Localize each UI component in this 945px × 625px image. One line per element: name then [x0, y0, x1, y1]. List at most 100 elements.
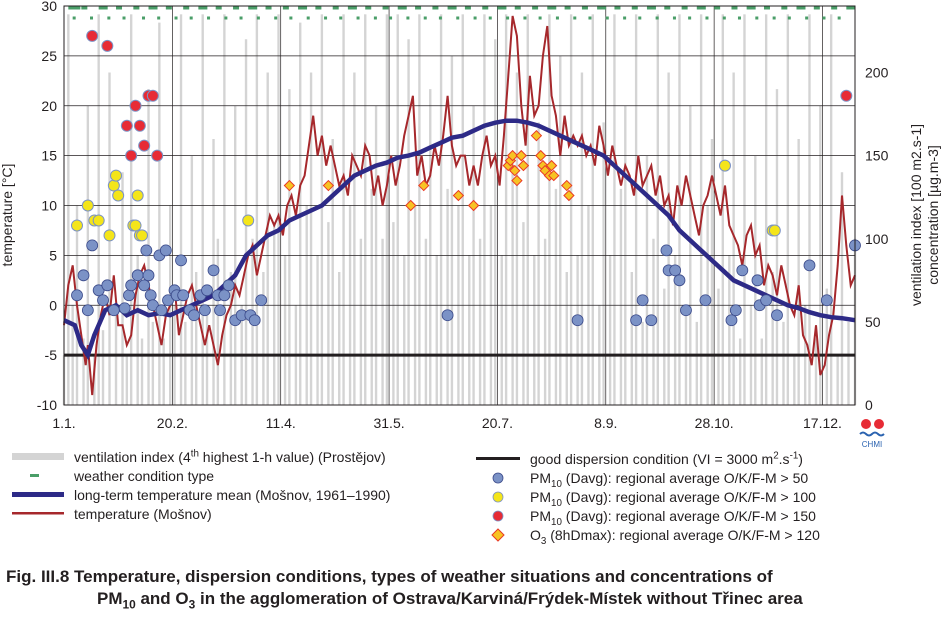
- ventilation-index-bar: [814, 338, 818, 405]
- weather-condition-tick: [298, 6, 308, 10]
- legend-marker-pm10-50: [492, 472, 504, 484]
- pm10-100-point: [112, 189, 125, 202]
- ventilation-index-bar: [721, 14, 724, 405]
- y-left-tick-label: -5: [45, 347, 58, 363]
- weather-condition-tick: [207, 16, 211, 20]
- ventilation-index-bar: [229, 272, 233, 405]
- pm10-150-point: [133, 119, 146, 132]
- ventilation-index-bar: [554, 188, 558, 405]
- ventilation-index-bar: [162, 338, 165, 405]
- pm10-150-point: [138, 139, 151, 152]
- weather-condition-tick: [122, 16, 126, 20]
- chmi-logo: CHMI: [859, 419, 885, 449]
- weather-condition-tick: [605, 16, 609, 20]
- legend-item-pm10-150: PM10 (Davg): regional average O/K/F-M > …: [476, 506, 916, 527]
- ventilation-index-bar: [771, 272, 774, 405]
- o3-120-point: [515, 149, 527, 162]
- pm10-100-point: [92, 214, 105, 227]
- ventilation-index-bar: [273, 222, 276, 405]
- o3-120-point: [509, 164, 521, 177]
- weather-condition-tick: [224, 16, 228, 20]
- ventilation-index-bar: [576, 255, 579, 405]
- y-right-tick-label: 150: [865, 148, 889, 164]
- pm10-50-point: [736, 264, 749, 277]
- pm10-50-point: [441, 309, 454, 322]
- x-tick-label: 8.9.: [594, 415, 617, 431]
- ventilation-index-bar: [309, 72, 313, 405]
- weather-condition-tick: [705, 16, 709, 20]
- ventilation-index-bar: [140, 338, 144, 405]
- o3-120-point: [563, 189, 575, 202]
- ventilation-index-bar: [364, 14, 367, 405]
- ventilation-index-bar: [370, 188, 373, 405]
- x-tick-label: 11.4.: [266, 415, 296, 431]
- legend-item-temperature-mean: long-term temperature mean (Mošnov, 1961…: [12, 485, 472, 504]
- pm10-50-point: [138, 279, 151, 292]
- pm10-50-point: [201, 284, 213, 297]
- o3-120-point: [530, 129, 543, 142]
- weather-condition-tick: [664, 6, 671, 10]
- weather-condition-ticks: [68, 6, 856, 20]
- ventilation-index-bar: [151, 321, 155, 405]
- ventilation-index-bar: [641, 321, 644, 405]
- ventilation-index-bar: [608, 255, 612, 405]
- ventilation-index-bar: [392, 222, 395, 405]
- o3-120-point: [548, 169, 560, 182]
- ventilation-index-bar: [559, 55, 562, 405]
- o3-120-point: [405, 199, 417, 212]
- pm10-100-point: [129, 219, 142, 232]
- weather-condition-tick: [165, 6, 172, 10]
- y-right-tick-label: 100: [865, 231, 889, 247]
- ventilation-index-bar: [483, 14, 486, 405]
- weather-condition-tick: [289, 16, 293, 20]
- ventilation-index-bar: [381, 238, 384, 405]
- weather-condition-tick: [737, 16, 741, 20]
- pm10-50-point: [255, 294, 268, 307]
- ventilation-index-bar: [338, 272, 341, 405]
- weather-condition-tick: [532, 6, 539, 10]
- ventilation-index-bar: [533, 255, 536, 405]
- legend-item-good-dispersion: good dispersion condition (VI = 3000 m2.…: [476, 449, 916, 468]
- o3-120-point: [452, 189, 465, 202]
- pm10-100-point: [131, 189, 144, 202]
- caption-line-2: PM10 and O3 in the agglomeration of Ostr…: [97, 589, 803, 612]
- pm10-50-point: [222, 279, 235, 292]
- pm10-50-point: [669, 264, 682, 277]
- weather-condition-tick: [547, 6, 557, 10]
- ventilation-index-bar: [667, 72, 670, 405]
- ventilation-index-bar: [500, 255, 503, 405]
- o3-120-point: [561, 179, 573, 192]
- y-left-tick-label: 10: [41, 198, 57, 214]
- weather-condition-tick: [796, 6, 806, 10]
- ventilation-index-bar: [288, 89, 291, 405]
- weather-condition-tick: [655, 16, 659, 20]
- ventilation-index-bar: [580, 72, 584, 405]
- weather-condition-tick: [423, 16, 427, 20]
- weather-condition-tick: [623, 16, 627, 20]
- ventilation-index-bar: [543, 238, 547, 405]
- ventilation-index-bar: [699, 14, 703, 405]
- weather-condition-tick: [72, 16, 76, 20]
- ventilation-index-bar: [424, 238, 428, 405]
- weather-condition-tick: [822, 16, 826, 20]
- ventilation-index-bar: [743, 14, 746, 405]
- weather-condition-tick: [473, 16, 477, 20]
- pm10-50-point: [699, 294, 712, 307]
- ventilation-index-bar: [797, 139, 800, 405]
- ventilation-index-bar: [522, 222, 525, 405]
- pm10-50-point: [131, 269, 144, 282]
- y-left-tick-label: -10: [37, 397, 57, 413]
- weather-condition-tick: [614, 6, 621, 10]
- legend-marker-o3-120: [491, 528, 505, 542]
- pm10-150-point: [101, 39, 114, 52]
- weather-condition-tick: [731, 6, 738, 10]
- pm10-50-point: [140, 244, 153, 257]
- weather-condition-tick: [148, 6, 158, 10]
- pm10-50-point: [636, 294, 649, 307]
- pm10-150-point: [146, 89, 159, 102]
- pm10-50-point: [81, 304, 94, 317]
- pm10-50-point: [123, 289, 135, 302]
- weather-condition-tick: [306, 16, 310, 20]
- pm10-100-point: [107, 179, 120, 192]
- legend-item-ventilation-index: ventilation index (4th highest 1-h value…: [12, 447, 472, 466]
